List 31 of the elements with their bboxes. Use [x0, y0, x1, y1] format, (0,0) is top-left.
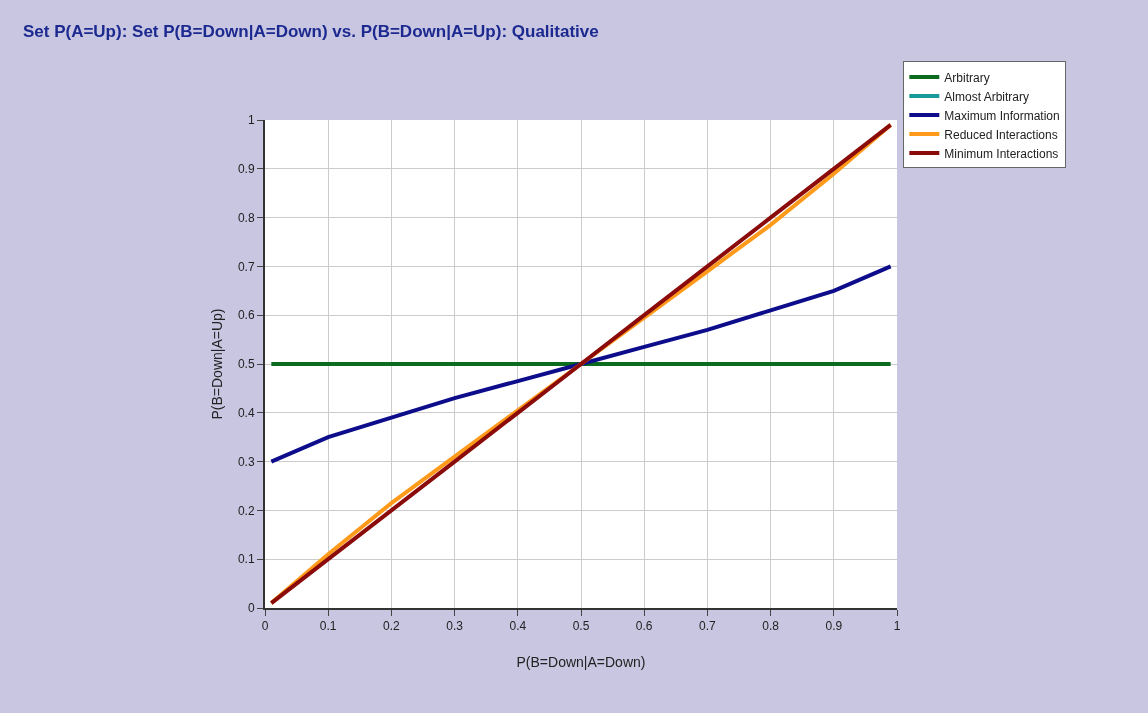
x-tick-label: 0.4	[509, 619, 527, 634]
y-tick-label: 0.7	[237, 259, 255, 274]
y-tick-label: 0.5	[237, 357, 255, 372]
y-tick-label: 0.1	[237, 552, 255, 567]
x-tick-label: 0.5	[572, 619, 590, 634]
x-tick-label: 0	[261, 619, 269, 634]
y-tick-label: 0.4	[237, 406, 255, 420]
x-tick-label: 0.8	[762, 619, 780, 634]
legend-label: Minimum Interactions	[944, 146, 1059, 161]
legend-label: Almost Arbitrary	[944, 89, 1030, 104]
x-tick-label: 1	[893, 619, 901, 634]
legend-label: Maximum Information	[944, 108, 1060, 123]
chart-title: Set P(A=Up): Set P(B=Down|A=Down) vs. P(B=Down|A=Up): Qualitative	[22, 21, 599, 41]
x-tick-label: 0.7	[699, 619, 717, 634]
x-tick-label: 0.9	[825, 619, 843, 634]
y-tick-label: 0.3	[237, 454, 255, 469]
x-tick-label: 0.2	[383, 619, 401, 634]
x-tick-label: 0.3	[446, 619, 464, 634]
y-tick-label: 0	[247, 601, 255, 616]
legend-label: Reduced Interactions	[944, 127, 1058, 142]
x-tick-label: 0.1	[319, 619, 337, 634]
x-axis-title: P(B=Down|A=Down)	[516, 654, 646, 671]
legend-label: Arbitrary	[944, 70, 990, 85]
y-tick-label: 0.2	[237, 503, 255, 518]
line-series	[269, 264, 893, 464]
y-tick-label: 0.8	[237, 210, 255, 225]
y-axis-title: P(B=Down|A=Up)	[209, 308, 226, 420]
y-tick-label: 0.6	[237, 308, 255, 323]
y-tick-label: 1	[247, 113, 255, 128]
y-tick-label: 0.9	[237, 162, 255, 176]
x-tick-label: 0.6	[635, 619, 653, 634]
